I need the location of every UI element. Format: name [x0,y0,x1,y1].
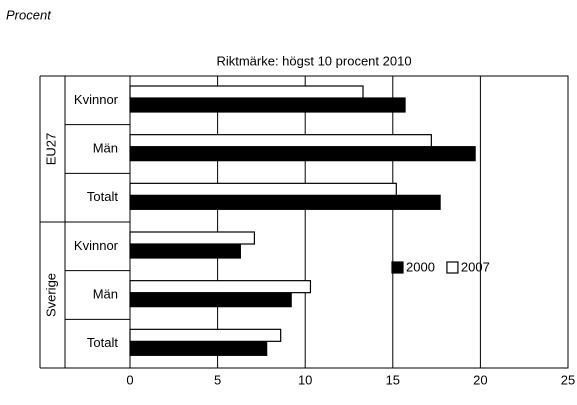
legend-label: 2000 [406,259,435,274]
legend-swatch [446,261,459,274]
bar [129,328,282,342]
x-tick-label: 25 [561,372,575,387]
bar [129,146,476,162]
bar [129,243,241,259]
y-tick-label: Män [93,140,118,155]
y-tick-label: Totalt [87,189,118,204]
plot-border [129,75,569,369]
bar [129,231,255,245]
bar [129,182,397,196]
x-tick-label: 5 [214,372,221,387]
bar [129,134,432,148]
bar [129,97,406,113]
bar [129,280,312,294]
axis-unit: Procent [6,7,52,22]
group-label: EU27 [43,133,58,166]
bar [129,85,364,99]
y-tick-label: Kvinnor [74,92,119,107]
bar [129,194,441,210]
group-label: Sverige [43,273,58,317]
bar [129,340,268,356]
x-tick-label: 20 [473,372,487,387]
x-tick-label: 10 [298,372,312,387]
y-tick-label: Män [93,286,118,301]
y-tick-label: Totalt [87,335,118,350]
legend-swatch [391,261,404,274]
chart-subtitle: Riktmärke: högst 10 procent 2010 [216,53,411,68]
x-tick-label: 15 [386,372,400,387]
x-tick-label: 0 [126,372,133,387]
legend-label: 2007 [461,259,490,274]
bar [129,292,292,308]
y-tick-label: Kvinnor [74,238,119,253]
